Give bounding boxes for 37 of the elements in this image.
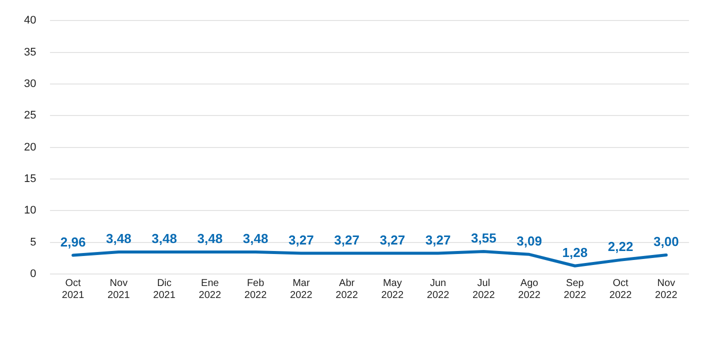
x-tick-label: Ago 2022 xyxy=(518,278,541,301)
data-label: 3,00 xyxy=(654,234,679,250)
y-tick-label: 30 xyxy=(24,78,36,90)
x-tick-label: Nov 2021 xyxy=(108,278,130,301)
y-tick-label: 25 xyxy=(24,110,36,122)
data-label: 3,27 xyxy=(334,232,360,248)
y-tick-label: 0 xyxy=(30,268,36,280)
data-label: 3,48 xyxy=(106,231,132,246)
x-tick-label: Oct 2022 xyxy=(609,278,632,301)
data-label: 3,48 xyxy=(242,231,268,246)
y-tick-label: 35 xyxy=(24,46,36,58)
x-tick-label: Nov 2022 xyxy=(655,278,678,301)
x-tick-label: Mar 2022 xyxy=(290,278,313,301)
x-tick-label: Ene 2022 xyxy=(198,278,222,301)
y-tick-label: 5 xyxy=(30,236,36,248)
data-label: 3,48 xyxy=(197,231,223,246)
data-label: 3,27 xyxy=(288,232,314,248)
x-tick-label: Jul 2022 xyxy=(472,278,496,301)
x-tick-label: Oct 2021 xyxy=(62,278,85,301)
data-label: 3,27 xyxy=(425,232,451,248)
y-tick-label: 15 xyxy=(24,173,36,186)
data-label: 3,48 xyxy=(152,231,177,246)
data-label: 3,09 xyxy=(516,234,542,249)
data-label: 3,55 xyxy=(471,230,496,246)
data-label: 2,96 xyxy=(60,234,86,250)
x-tick-label: Sep 2022 xyxy=(564,278,586,301)
x-tick-label: May 2022 xyxy=(381,278,404,301)
x-tick-label: Dic 2021 xyxy=(153,278,176,301)
x-tick-label: Jun 2022 xyxy=(426,278,450,301)
data-label: 2,22 xyxy=(608,239,634,254)
data-label: 1,28 xyxy=(562,244,588,260)
data-label: 3,27 xyxy=(380,232,406,248)
y-tick-label: 40 xyxy=(24,14,36,27)
x-tick-label: Feb 2022 xyxy=(244,278,268,301)
y-tick-label: 10 xyxy=(24,204,36,217)
x-tick-label: Abr 2022 xyxy=(336,278,358,301)
y-tick-label: 20 xyxy=(24,141,36,154)
